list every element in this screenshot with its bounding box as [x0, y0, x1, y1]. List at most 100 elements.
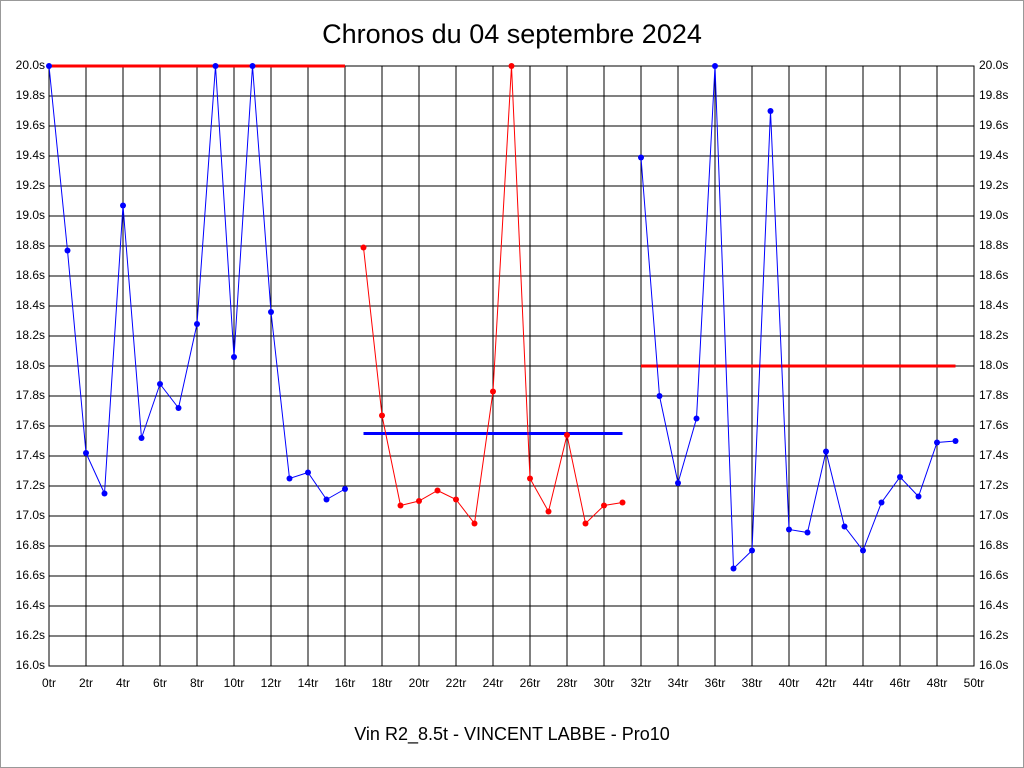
- y2-tick-label: 16.0s: [979, 658, 1008, 672]
- y-tick-label: 16.6s: [16, 568, 45, 582]
- data-point: [434, 487, 441, 494]
- x-tick-label: 30tr: [594, 676, 615, 690]
- data-point: [786, 526, 792, 533]
- x-tick-label: 22tr: [446, 676, 467, 690]
- y-tick-label: 19.8s: [16, 88, 45, 102]
- data-point: [342, 486, 348, 492]
- x-tick-label: 4tr: [116, 676, 130, 690]
- data-point: [730, 565, 737, 572]
- data-point: [656, 393, 663, 399]
- y-tick-label: 20.0s: [16, 58, 45, 72]
- x-tick-label: 38tr: [742, 676, 763, 690]
- y2-tick-label: 18.2s: [979, 328, 1008, 342]
- y-tick-label: 18.8s: [16, 238, 45, 252]
- y2-tick-label: 17.0s: [979, 508, 1008, 522]
- x-tick-label: 0tr: [42, 676, 56, 690]
- data-point: [619, 499, 626, 506]
- y-tick-label: 18.4s: [16, 298, 45, 312]
- data-point: [915, 493, 922, 500]
- series-line: [640, 65, 956, 570]
- x-tick-label: 6tr: [153, 676, 167, 690]
- y2-tick-label: 16.8s: [979, 538, 1008, 552]
- x-tick-label: 14tr: [298, 676, 319, 690]
- data-point: [360, 244, 367, 251]
- data-point: [101, 490, 108, 497]
- data-point: [286, 475, 293, 482]
- data-point: [693, 415, 700, 422]
- y-tick-label: 16.0s: [16, 658, 45, 672]
- data-point: [934, 439, 940, 446]
- y2-tick-label: 17.6s: [979, 418, 1008, 432]
- data-point: [471, 520, 478, 527]
- x-tick-label: 28tr: [557, 676, 578, 690]
- x-tick-label: 40tr: [779, 676, 800, 690]
- y-tick-label: 19.0s: [16, 208, 45, 222]
- y2-tick-label: 17.2s: [979, 478, 1008, 492]
- x-tick-label: 32tr: [631, 676, 652, 690]
- y2-tick-label: 17.8s: [979, 388, 1008, 402]
- y2-tick-label: 18.4s: [979, 298, 1008, 312]
- data-point: [897, 474, 903, 480]
- y2-tick-label: 20.0s: [979, 58, 1008, 72]
- x-tick-label: 20tr: [409, 676, 430, 690]
- data-point: [194, 321, 200, 327]
- x-tick-label: 26tr: [520, 676, 541, 690]
- y-tick-label: 19.6s: [16, 118, 45, 132]
- y-tick-label: 17.0s: [16, 508, 45, 522]
- y-tick-label: 17.4s: [16, 448, 45, 462]
- x-tick-label: 18tr: [372, 676, 393, 690]
- data-point: [749, 547, 755, 554]
- data-point: [878, 499, 885, 506]
- y-tick-label: 17.6s: [16, 418, 45, 432]
- y-tick-label: 16.2s: [16, 628, 45, 642]
- y-tick-label: 18.0s: [16, 358, 45, 372]
- data-point: [860, 547, 866, 554]
- x-tick-label: 36tr: [705, 676, 726, 690]
- data-point: [64, 247, 71, 254]
- data-point: [175, 405, 182, 411]
- x-tick-label: 8tr: [190, 676, 204, 690]
- data-point: [249, 63, 256, 69]
- chart-title: Chronos du 04 septembre 2024: [322, 19, 702, 49]
- data-point: [268, 309, 274, 315]
- x-tick-label: 24tr: [483, 676, 504, 690]
- data-point: [508, 63, 515, 69]
- y-tick-label: 17.2s: [16, 478, 45, 492]
- y-tick-label: 18.2s: [16, 328, 45, 342]
- data-point: [46, 63, 52, 69]
- y-tick-label: 18.6s: [16, 268, 45, 282]
- y-tick-label: 19.4s: [16, 148, 45, 162]
- data-point: [601, 502, 607, 509]
- data-point: [582, 520, 589, 527]
- data-point: [397, 502, 404, 509]
- data-point: [212, 63, 219, 69]
- data-point: [638, 154, 644, 161]
- data-point: [841, 523, 848, 530]
- data-point: [823, 448, 829, 455]
- y-tick-label: 19.2s: [16, 178, 45, 192]
- x-tick-label: 42tr: [816, 676, 837, 690]
- y2-tick-label: 18.8s: [979, 238, 1008, 252]
- x-tick-label: 34tr: [668, 676, 689, 690]
- data-point: [675, 480, 681, 486]
- data-point: [138, 435, 145, 441]
- y2-tick-label: 19.8s: [979, 88, 1008, 102]
- y2-tick-label: 19.0s: [979, 208, 1008, 222]
- data-point: [804, 529, 811, 536]
- x-tick-label: 48tr: [927, 676, 948, 690]
- y-tick-label: 16.4s: [16, 598, 45, 612]
- data-point: [545, 508, 552, 515]
- y2-tick-label: 19.4s: [979, 148, 1008, 162]
- data-point: [952, 438, 959, 444]
- data-point: [767, 108, 774, 114]
- y2-tick-label: 16.4s: [979, 598, 1008, 612]
- y2-tick-label: 16.2s: [979, 628, 1008, 642]
- data-point: [231, 354, 237, 360]
- x-tick-label: 46tr: [890, 676, 911, 690]
- data-point: [416, 498, 422, 504]
- y2-tick-label: 17.4s: [979, 448, 1008, 462]
- data-point: [712, 63, 718, 69]
- data-point: [120, 202, 126, 209]
- y2-tick-label: 18.0s: [979, 358, 1008, 372]
